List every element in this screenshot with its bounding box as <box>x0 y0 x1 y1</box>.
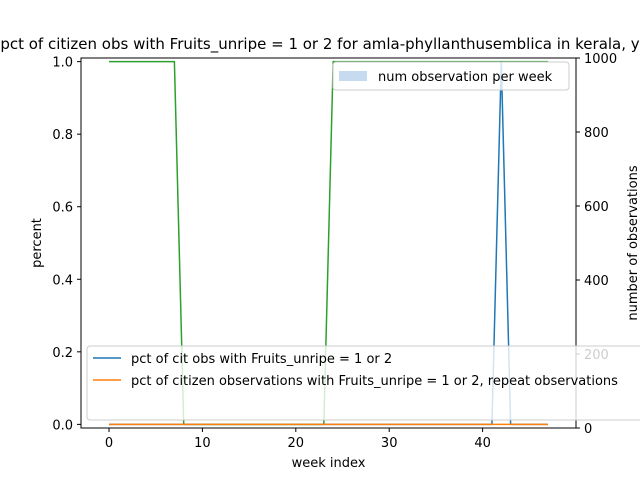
legend-upper: num observation per week <box>332 61 570 91</box>
y-tick-label: 1.0 <box>52 56 73 71</box>
y-tick-label: 0.0 <box>52 418 73 433</box>
x-axis: 0 10 20 30 40 <box>105 428 491 451</box>
y-tick-label: 0.4 <box>52 273 73 288</box>
y2-tick-label: 400 <box>584 274 609 289</box>
legend-lower-box <box>86 345 640 421</box>
legend-label-series-2: pct of citizen observations with Fruits_… <box>131 374 618 389</box>
legend-lower: pct of cit obs with Fruits_unripe = 1 or… <box>86 345 640 421</box>
x-tick-label: 40 <box>474 436 491 451</box>
legend-upper-box <box>332 61 570 91</box>
y2-tick-label: 600 <box>584 200 609 215</box>
chart-title: pct of citizen obs with Fruits_unripe = … <box>0 35 639 54</box>
y-tick-label: 0.2 <box>52 346 73 361</box>
legend-label-bars: num observation per week <box>378 70 553 85</box>
y2-axis-label: number of observations <box>626 165 640 320</box>
y2-tick-label: 800 <box>584 126 609 141</box>
x-tick-label: 0 <box>105 436 113 451</box>
y-tick-label: 0.6 <box>52 201 73 216</box>
y2-tick-label: 1000 <box>584 52 617 67</box>
y-tick-label: 0.8 <box>52 128 73 143</box>
y2-tick-label: 0 <box>584 422 592 437</box>
legend-swatch-bars <box>339 71 367 81</box>
x-tick-label: 10 <box>194 436 211 451</box>
x-tick-label: 30 <box>381 436 398 451</box>
plot-frame <box>80 57 577 429</box>
x-tick-label: 20 <box>288 436 305 451</box>
x-axis-label: week index <box>292 456 366 471</box>
y-axis-left: 0.0 0.2 0.4 0.6 0.8 1.0 <box>52 56 81 433</box>
legend-label-series-1: pct of cit obs with Fruits_unripe = 1 or… <box>131 352 392 367</box>
y-axis-label: percent <box>30 218 45 268</box>
